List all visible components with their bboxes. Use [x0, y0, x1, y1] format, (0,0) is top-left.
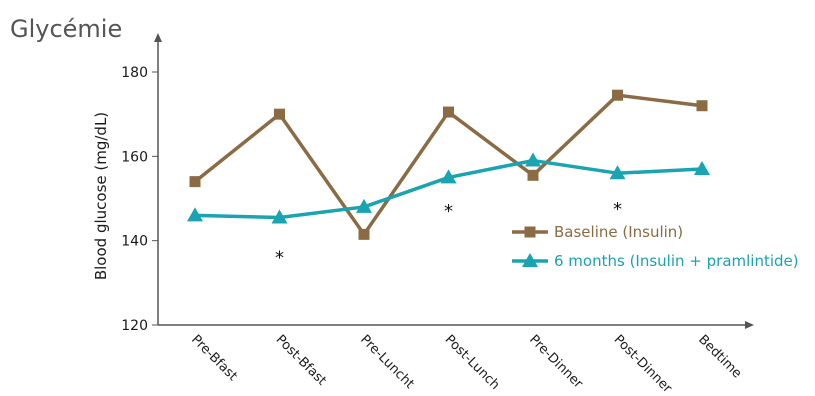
series-layer — [187, 89, 710, 240]
x-tick-label: Pre-Luncht — [357, 332, 417, 392]
y-tick-label: 180 — [121, 65, 148, 81]
y-axis-title: Blood glucose (mg/dL) — [92, 112, 110, 280]
series-2 — [187, 152, 710, 224]
significance-markers: * * * — [275, 199, 622, 268]
series-1 — [189, 89, 708, 240]
x-tick-label: Bedtime — [695, 332, 744, 381]
data-point-triangle — [271, 209, 288, 224]
page-title: Glycémie — [10, 15, 122, 43]
legend: Baseline (Insulin) 6 months (Insulin + pr… — [512, 223, 799, 270]
x-tick-label: Pre-Bfast — [188, 332, 240, 384]
y-tick-label: 160 — [121, 149, 148, 165]
data-point-square — [274, 108, 285, 120]
data-point-triangle — [694, 160, 710, 175]
legend-entry: Baseline (Insulin) — [512, 223, 683, 241]
y-tick-labels: 120 140 160 180 — [121, 65, 158, 334]
data-point-square — [189, 176, 201, 188]
data-point-square — [696, 100, 708, 112]
significance-asterisk: * — [275, 248, 284, 269]
x-tick-label: Post-Bfast — [273, 332, 329, 388]
y-tick-label: 120 — [121, 318, 148, 334]
significance-asterisk: * — [444, 201, 453, 222]
data-point-triangle — [356, 198, 372, 213]
data-point-triangle — [609, 165, 626, 180]
data-point-square — [443, 106, 454, 118]
y-tick-label: 140 — [121, 234, 148, 250]
axes — [154, 33, 754, 329]
data-point-square — [612, 89, 623, 101]
data-point-square — [527, 169, 539, 181]
data-point-square — [358, 228, 370, 240]
x-tick-label: Post-Lunch — [442, 332, 503, 393]
legend-label: 6 months (Insulin + pramlintide) — [554, 252, 799, 270]
x-tick-labels: Pre-Bfast Post-Bfast Pre-Luncht Post-Lunch P… — [188, 332, 744, 396]
x-tick-label: Post-Dinner — [611, 332, 675, 396]
significance-asterisk: * — [613, 199, 622, 220]
y-axis-arrow — [154, 33, 162, 42]
data-point-triangle — [525, 152, 541, 167]
legend-label: Baseline (Insulin) — [554, 223, 683, 241]
x-tick-label: Pre-Dinner — [526, 332, 586, 392]
data-point-triangle — [187, 207, 203, 222]
data-point-triangle — [440, 169, 457, 184]
legend-marker-square — [524, 226, 536, 238]
x-axis-arrow — [745, 321, 754, 329]
legend-marker-triangle — [522, 253, 538, 267]
legend-entry: 6 months (Insulin + pramlintide) — [512, 252, 799, 270]
